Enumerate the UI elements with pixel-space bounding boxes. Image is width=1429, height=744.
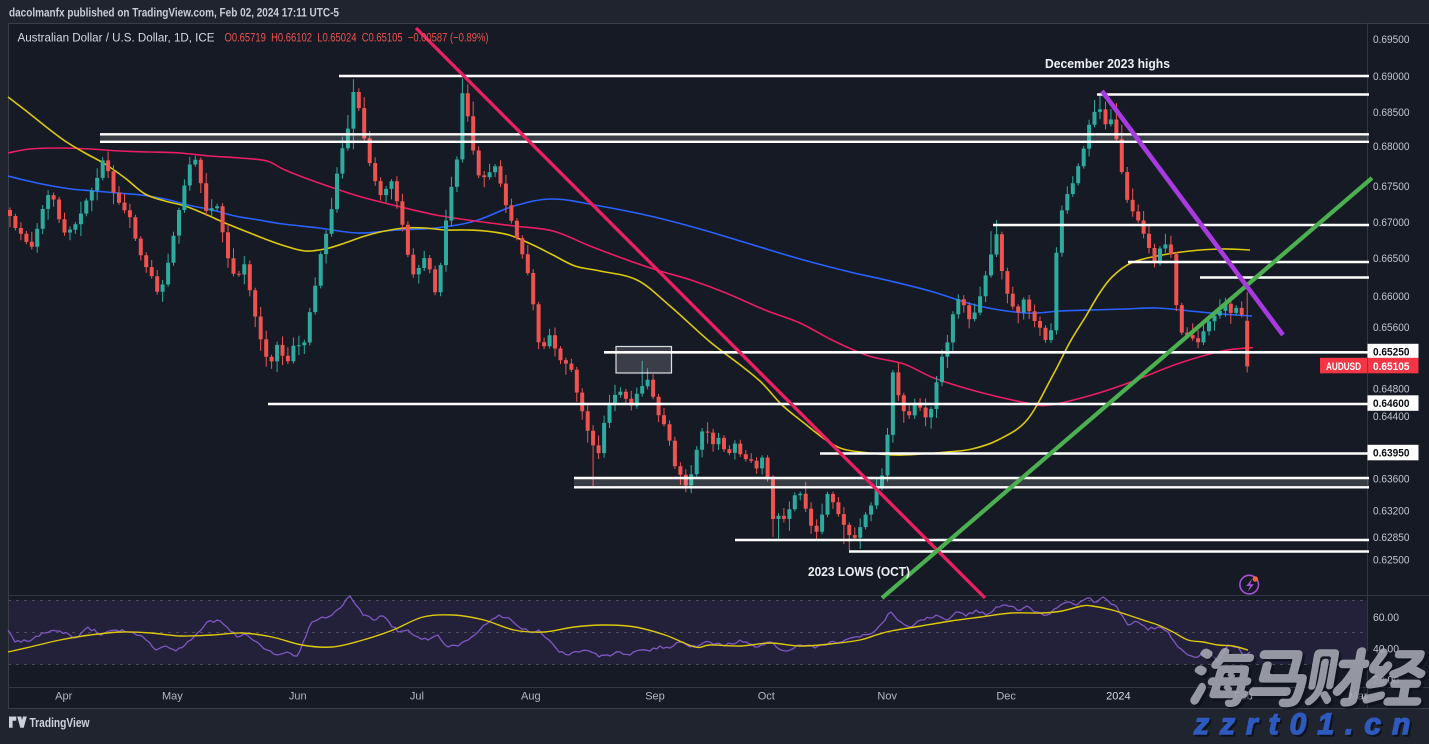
svg-text:Oct: Oct bbox=[758, 691, 775, 703]
svg-text:0.64400: 0.64400 bbox=[1373, 411, 1410, 423]
svg-text:60.00: 60.00 bbox=[1373, 612, 1399, 624]
svg-text:TradingView: TradingView bbox=[30, 715, 90, 730]
svg-text:0.63600: 0.63600 bbox=[1373, 474, 1410, 486]
svg-text:0.62500: 0.62500 bbox=[1373, 555, 1410, 567]
svg-text:0.63950: 0.63950 bbox=[1373, 448, 1410, 460]
svg-text:0.68000: 0.68000 bbox=[1373, 141, 1410, 153]
svg-text:Sep: Sep bbox=[645, 691, 665, 703]
svg-text:Aug: Aug bbox=[521, 691, 541, 703]
svg-text:0.65600: 0.65600 bbox=[1373, 322, 1410, 334]
svg-text:Jul: Jul bbox=[410, 691, 424, 703]
svg-text:0.66000: 0.66000 bbox=[1373, 291, 1410, 303]
svg-text:2023 LOWS (OCT): 2023 LOWS (OCT) bbox=[808, 565, 910, 579]
svg-text:0.64800: 0.64800 bbox=[1373, 384, 1410, 396]
svg-text:0.67500: 0.67500 bbox=[1373, 181, 1410, 193]
svg-text:Nov: Nov bbox=[877, 691, 897, 703]
svg-text:Apr: Apr bbox=[55, 691, 72, 703]
svg-text:Australian Dollar / U.S. Dolla: Australian Dollar / U.S. Dollar, 1D, ICE bbox=[18, 31, 215, 45]
svg-text:Jun: Jun bbox=[289, 691, 307, 703]
svg-text:0.69500: 0.69500 bbox=[1373, 34, 1410, 46]
svg-text:AUDUSD: AUDUSD bbox=[1326, 361, 1361, 373]
svg-text:zzrt01.cn: zzrt01.cn bbox=[1193, 708, 1421, 739]
svg-text:Dec: Dec bbox=[996, 691, 1016, 703]
svg-text:May: May bbox=[162, 691, 183, 703]
svg-text:O0.65719 H0.66102 L0.65024: O0.65719 H0.66102 L0.65024 C0.65105 −0.0… bbox=[225, 31, 489, 45]
svg-text:0.63200: 0.63200 bbox=[1373, 506, 1410, 518]
svg-text:December 2023 highs: December 2023 highs bbox=[1045, 56, 1170, 71]
svg-text:0.65250: 0.65250 bbox=[1373, 347, 1410, 359]
svg-text:0.68500: 0.68500 bbox=[1373, 107, 1410, 119]
svg-text:0.62850: 0.62850 bbox=[1373, 532, 1410, 544]
svg-text:dacolmanfx published on Tradin: dacolmanfx published on TradingView.com,… bbox=[9, 6, 339, 20]
svg-text:0.66500: 0.66500 bbox=[1373, 253, 1410, 265]
svg-text:2024: 2024 bbox=[1106, 691, 1130, 703]
svg-text:0.65105: 0.65105 bbox=[1373, 361, 1410, 373]
svg-text:0.69000: 0.69000 bbox=[1373, 71, 1410, 83]
svg-text:0.67000: 0.67000 bbox=[1373, 217, 1410, 229]
svg-text:0.64600: 0.64600 bbox=[1373, 398, 1410, 410]
